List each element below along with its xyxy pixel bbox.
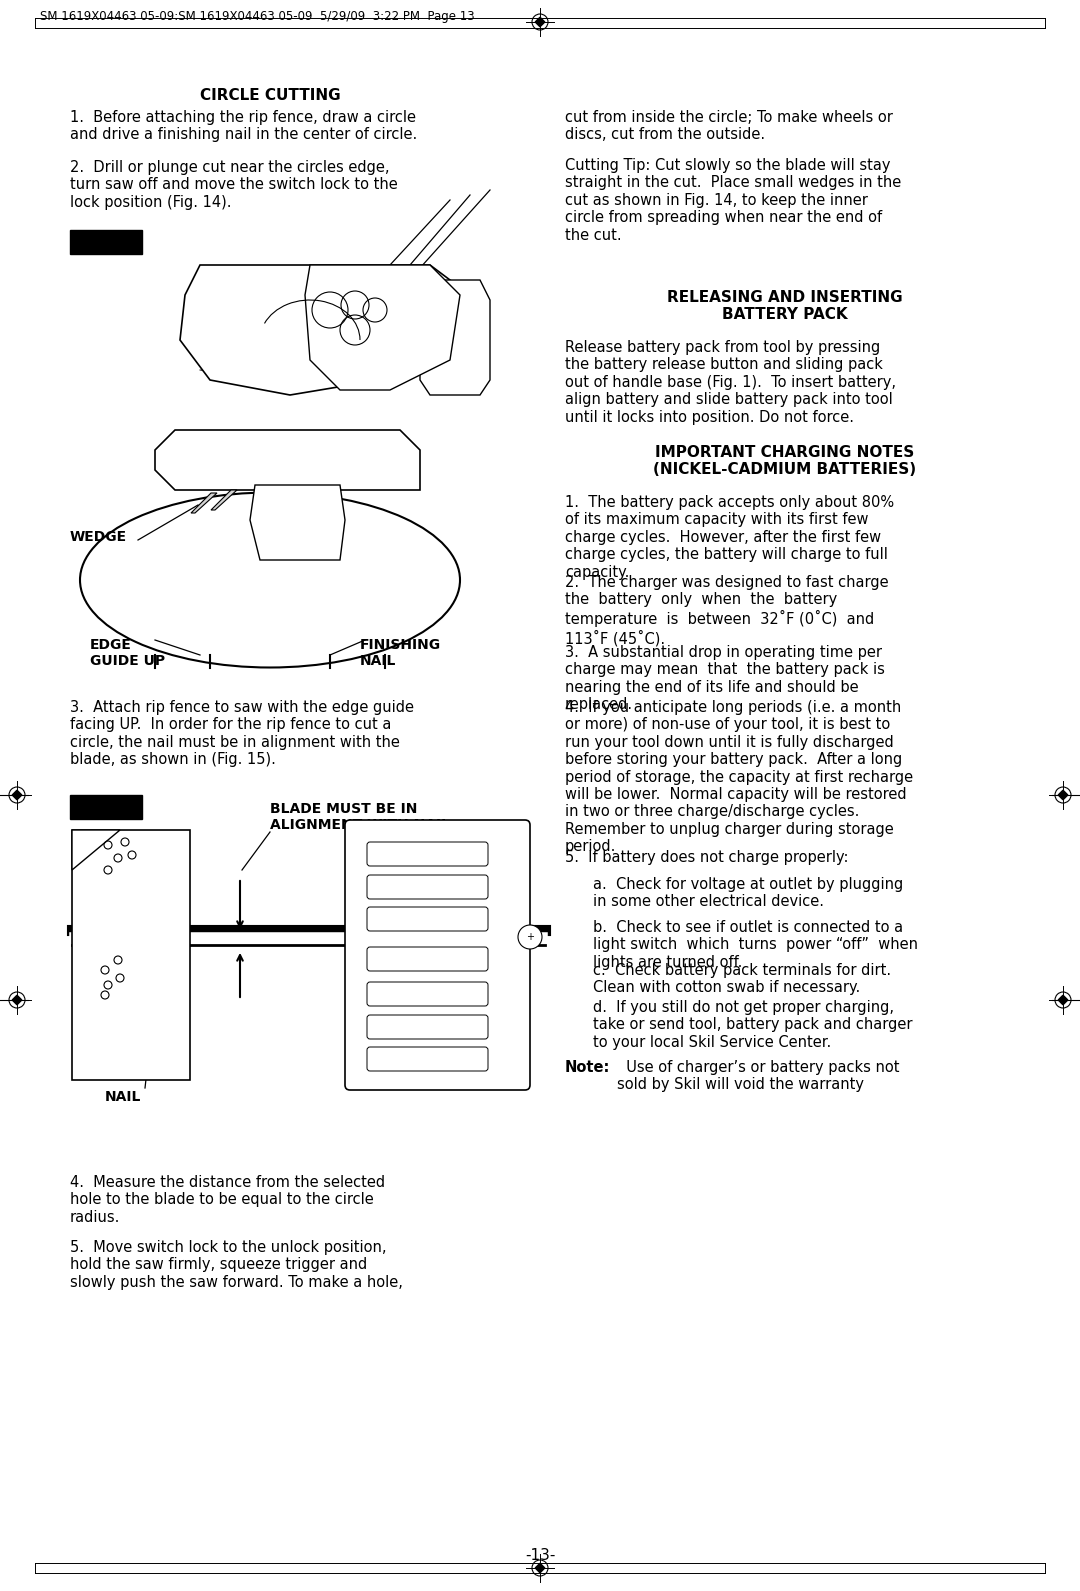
Text: Use of charger’s or battery packs not
sold by Skil will void the warranty: Use of charger’s or battery packs not so…: [617, 1060, 900, 1093]
Polygon shape: [211, 490, 237, 511]
Text: Cutting Tip: Cut slowly so the blade will stay
straight in the cut.  Place small: Cutting Tip: Cut slowly so the blade wil…: [565, 158, 901, 242]
Text: NAIL: NAIL: [105, 1090, 141, 1104]
Polygon shape: [72, 831, 120, 870]
FancyBboxPatch shape: [367, 842, 488, 866]
Polygon shape: [191, 493, 217, 512]
Text: -13-: -13-: [525, 1548, 555, 1562]
Text: d.  If you still do not get proper charging,
take or send tool, battery pack and: d. If you still do not get proper chargi…: [593, 1001, 913, 1050]
Polygon shape: [12, 996, 22, 1006]
Polygon shape: [1058, 996, 1068, 1006]
Circle shape: [518, 924, 542, 948]
Text: Release battery pack from tool by pressing
the battery release button and slidin: Release battery pack from tool by pressi…: [565, 340, 896, 425]
Text: 3.  Attach rip fence to saw with the edge guide
facing UP.  In order for the rip: 3. Attach rip fence to saw with the edge…: [70, 700, 414, 767]
Text: 4.  Measure the distance from the selected
hole to the blade to be equal to the : 4. Measure the distance from the selecte…: [70, 1176, 386, 1225]
Polygon shape: [72, 831, 190, 1080]
Polygon shape: [12, 791, 22, 800]
Polygon shape: [536, 18, 544, 27]
Text: FINISHING
NAIL: FINISHING NAIL: [360, 638, 441, 668]
Text: +: +: [526, 932, 534, 942]
Text: WEDGE: WEDGE: [70, 530, 127, 544]
Text: EDGE
GUIDE UP: EDGE GUIDE UP: [90, 638, 165, 668]
FancyBboxPatch shape: [367, 947, 488, 971]
Text: IMPORTANT CHARGING NOTES
(NICKEL-CADMIUM BATTERIES): IMPORTANT CHARGING NOTES (NICKEL-CADMIUM…: [653, 445, 917, 477]
Polygon shape: [249, 485, 345, 560]
Text: 4.  If you anticipate long periods (i.e. a month
or more) of non-use of your too: 4. If you anticipate long periods (i.e. …: [565, 700, 913, 854]
Text: a.  Check for voltage at outlet by plugging
in some other electrical device.: a. Check for voltage at outlet by pluggi…: [593, 877, 903, 910]
Text: SM 1619X04463 05-09:SM 1619X04463 05-09  5/29/09  3:22 PM  Page 13: SM 1619X04463 05-09:SM 1619X04463 05-09 …: [40, 10, 474, 22]
Text: 1.  Before attaching the rip fence, draw a circle
and drive a finishing nail in : 1. Before attaching the rip fence, draw …: [70, 110, 417, 143]
Polygon shape: [1058, 791, 1068, 800]
Text: 2.  The charger was designed to fast charge
the  battery  only  when  the  batte: 2. The charger was designed to fast char…: [565, 574, 889, 646]
Polygon shape: [156, 430, 420, 490]
Text: b.  Check to see if outlet is connected to a
light switch  which  turns  power “: b. Check to see if outlet is connected t…: [593, 920, 918, 971]
FancyBboxPatch shape: [367, 982, 488, 1006]
Polygon shape: [420, 280, 490, 395]
Text: 3.  A substantial drop in operating time per
charge may mean  that  the battery : 3. A substantial drop in operating time …: [565, 644, 885, 713]
Text: 5.  If battery does not charge properly:: 5. If battery does not charge properly:: [565, 850, 849, 866]
Polygon shape: [180, 266, 470, 395]
Text: 2.  Drill or plunge cut near the circles edge,
turn saw off and move the switch : 2. Drill or plunge cut near the circles …: [70, 161, 397, 210]
Text: BLADE MUST BE IN
ALIGNMENT WITH NAIL: BLADE MUST BE IN ALIGNMENT WITH NAIL: [270, 802, 450, 832]
FancyBboxPatch shape: [70, 231, 141, 255]
FancyBboxPatch shape: [367, 907, 488, 931]
FancyBboxPatch shape: [367, 1047, 488, 1071]
Text: c.  Check battery pack terminals for dirt.
Clean with cotton swab if necessary.: c. Check battery pack terminals for dirt…: [593, 963, 891, 996]
Text: RELEASING AND INSERTING
BATTERY PACK: RELEASING AND INSERTING BATTERY PACK: [667, 290, 903, 323]
FancyBboxPatch shape: [70, 796, 141, 819]
Text: CIRCLE CUTTING: CIRCLE CUTTING: [200, 88, 340, 103]
Text: cut from inside the circle; To make wheels or
discs, cut from the outside.: cut from inside the circle; To make whee…: [565, 110, 893, 143]
Text: FIG. 14: FIG. 14: [75, 232, 124, 247]
Text: 5.  Move switch lock to the unlock position,
hold the saw firmly, squeeze trigge: 5. Move switch lock to the unlock positi…: [70, 1239, 403, 1290]
Text: 1.  The battery pack accepts only about 80%
of its maximum capacity with its fir: 1. The battery pack accepts only about 8…: [565, 495, 894, 579]
FancyBboxPatch shape: [345, 819, 530, 1090]
Text: Note:: Note:: [565, 1060, 610, 1076]
FancyBboxPatch shape: [367, 875, 488, 899]
Polygon shape: [536, 1564, 544, 1573]
Polygon shape: [305, 266, 460, 390]
Text: FIG. 15: FIG. 15: [75, 799, 124, 811]
FancyBboxPatch shape: [367, 1015, 488, 1039]
